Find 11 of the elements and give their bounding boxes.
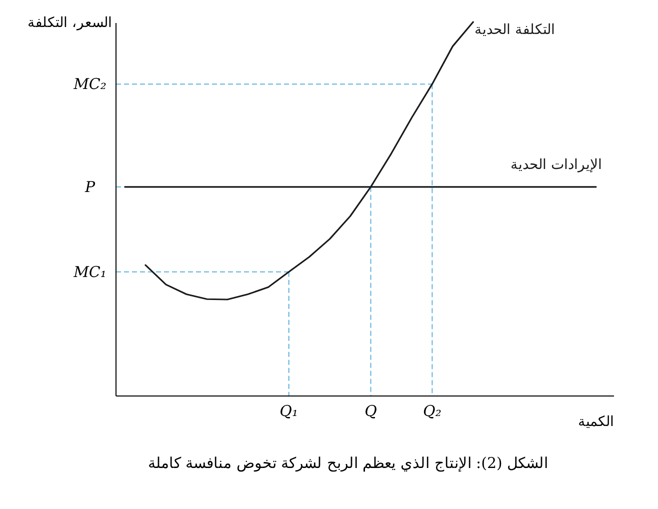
- y-axis-title: السعر، التكلفة: [28, 15, 112, 31]
- text: MC₂: [72, 75, 106, 94]
- x-tick-label: Q₂: [423, 402, 442, 420]
- x-axis-title: الكمية: [578, 414, 614, 430]
- x-tick-label: Q: [364, 402, 377, 420]
- text: MC₁: [72, 262, 106, 281]
- text: الشكل (2): الإنتاج الذي يعظم الربح لشركة تخوض منافسة كاملة: [148, 454, 548, 472]
- series-label: التكلفة الحدية: [474, 22, 556, 38]
- x-tick-label: Q₁: [280, 402, 298, 420]
- text: P: [84, 178, 96, 196]
- series-label: الإيرادات الحدية: [510, 156, 602, 173]
